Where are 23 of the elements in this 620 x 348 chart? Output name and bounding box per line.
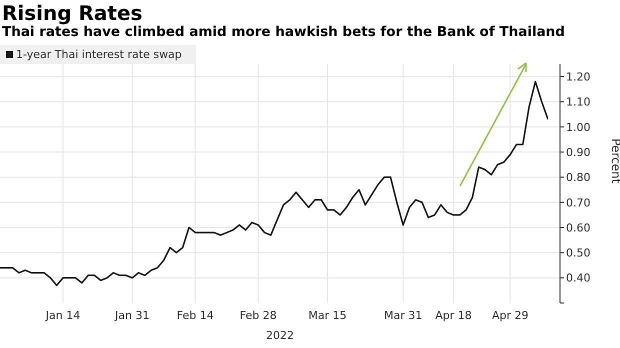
chart-subtitle: Thai rates have climbed amid more hawkish bets for the Bank of Thailand <box>2 24 565 40</box>
x-tick-label: Jan 14 <box>44 308 80 322</box>
x-tick-label: Feb 14 <box>176 308 214 322</box>
y-tick-label: 0.40 <box>566 272 590 285</box>
legend-label: 1-year Thai interest rate swap <box>15 48 182 61</box>
x-axis-title: 2022 <box>266 329 294 342</box>
y-tick-label: 0.70 <box>566 196 590 210</box>
x-tick-label: Apr 29 <box>492 308 528 322</box>
y-tick-label: 1.00 <box>566 120 590 134</box>
line-series <box>0 80 548 286</box>
y-tick-label: 0.50 <box>566 246 590 260</box>
x-tick-label: Jan 31 <box>114 308 150 322</box>
y-tick-label: 1.20 <box>566 70 590 84</box>
x-tick-label: Mar 31 <box>384 308 422 322</box>
y-tick-label: 0.90 <box>566 146 590 159</box>
y-axis-title: Percent <box>608 138 620 184</box>
x-tick-label: Feb 28 <box>240 308 277 322</box>
x-tick-label: Apr 18 <box>435 308 472 322</box>
y-tick-label: 0.60 <box>566 221 590 234</box>
y-tick-label: 1.10 <box>566 96 590 109</box>
chart-title: Rising Rates <box>2 1 142 25</box>
y-tick-label: 0.80 <box>566 171 590 184</box>
x-tick-label: Mar 15 <box>308 308 347 322</box>
